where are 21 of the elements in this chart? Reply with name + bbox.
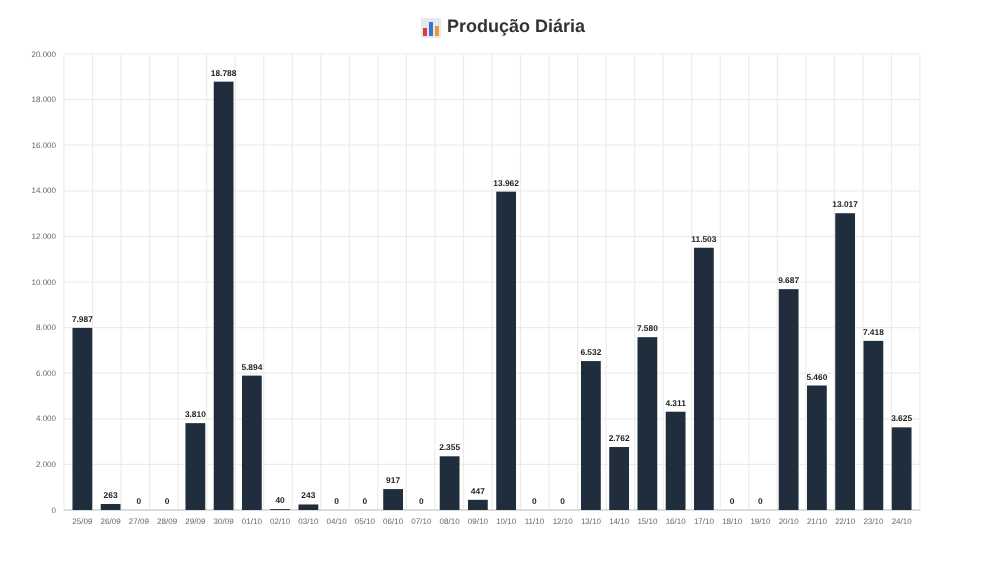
bar [637,337,658,510]
bar [665,411,686,510]
bar [496,191,517,510]
bar [467,499,488,510]
bar [807,385,827,510]
bar [298,504,319,510]
chart-title: Produção Diária [446,16,587,36]
bar [609,447,630,510]
bar [580,361,601,510]
bar [693,247,714,510]
bar [439,456,460,510]
bar [891,427,912,510]
bar [213,81,234,510]
bar [100,504,121,510]
bar [72,327,93,510]
bar [241,375,262,510]
bar [185,423,206,510]
bar [835,213,856,510]
bar [383,489,404,510]
bar [778,289,799,510]
bar [863,340,884,510]
